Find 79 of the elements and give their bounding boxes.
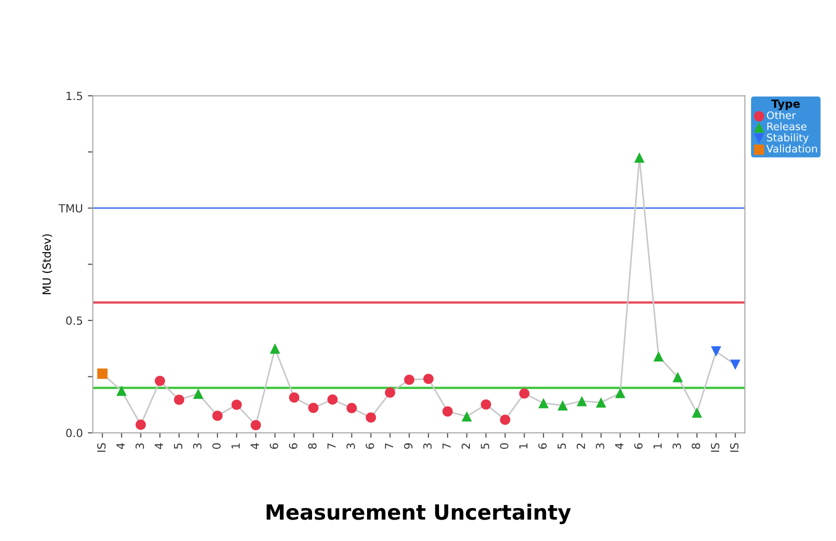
x-tick-label: 6 bbox=[634, 443, 643, 449]
x-tick-label: 6 bbox=[288, 443, 298, 449]
x-tick-label: 8 bbox=[308, 443, 317, 449]
point bbox=[634, 152, 645, 163]
x-tick-label: 5 bbox=[480, 443, 490, 449]
point bbox=[462, 411, 472, 422]
point bbox=[250, 420, 261, 430]
x-tick-label: 7 bbox=[385, 443, 394, 449]
x-tick-label: 4 bbox=[154, 443, 163, 450]
x-tick-label: 8 bbox=[692, 443, 700, 449]
point bbox=[366, 412, 376, 423]
x-tick-label: 9 bbox=[404, 443, 412, 449]
point bbox=[231, 400, 242, 410]
point bbox=[653, 351, 664, 362]
x-tick-label: 2 bbox=[462, 444, 470, 449]
x-tick-label: 7 bbox=[442, 443, 451, 449]
point bbox=[576, 396, 588, 406]
x-tick-label: 2 bbox=[576, 444, 585, 449]
x-tick-label: 3 bbox=[136, 443, 144, 449]
x-tick-label: 6 bbox=[538, 443, 547, 449]
point bbox=[193, 388, 204, 399]
point bbox=[710, 346, 722, 357]
x-tick-label: 3 bbox=[672, 443, 681, 449]
x-tick-label: 3 bbox=[596, 443, 604, 449]
x-tick-label: IS bbox=[97, 443, 106, 452]
point bbox=[289, 392, 300, 403]
legend-label: Release bbox=[767, 122, 806, 130]
x-tick-label: 4 bbox=[615, 443, 624, 450]
x-tick-label: IS bbox=[730, 443, 739, 452]
point bbox=[154, 376, 166, 386]
point bbox=[558, 400, 568, 411]
point bbox=[692, 407, 702, 418]
point bbox=[97, 368, 108, 379]
point bbox=[384, 387, 396, 398]
point bbox=[308, 402, 319, 414]
point bbox=[615, 388, 626, 398]
y-tick-label: TMU bbox=[58, 204, 82, 212]
point bbox=[596, 397, 606, 408]
point bbox=[116, 386, 127, 396]
x-tick-label: 5 bbox=[558, 443, 566, 449]
x-tick-label: 1 bbox=[232, 444, 240, 448]
legend-label: Validation bbox=[766, 144, 817, 153]
x-tick-label: IS bbox=[710, 443, 720, 452]
point bbox=[270, 343, 280, 354]
x-tick-label: 6 bbox=[366, 443, 374, 449]
x-tick-label: 0 bbox=[500, 443, 508, 449]
point bbox=[136, 420, 146, 430]
x-tick-label: 0 bbox=[212, 443, 221, 449]
point bbox=[730, 360, 740, 370]
point bbox=[442, 406, 453, 417]
x-tick-label: 3 bbox=[193, 443, 202, 449]
point bbox=[212, 410, 223, 421]
y-tick-label: 0.0 bbox=[66, 428, 82, 438]
point bbox=[519, 388, 530, 399]
x-tick-label: 4 bbox=[116, 443, 125, 450]
point bbox=[404, 374, 414, 385]
legend-label: Other bbox=[766, 111, 796, 120]
y-tick-label: 0.5 bbox=[66, 316, 82, 325]
point bbox=[480, 399, 492, 410]
y-tick-label: 1.5 bbox=[66, 92, 82, 100]
x-tick-label: 3 bbox=[423, 443, 432, 449]
legend-title: Type bbox=[771, 100, 800, 110]
x-tick-label: 7 bbox=[327, 443, 336, 449]
x-tick-label: 1 bbox=[654, 444, 662, 448]
x-tick-label: 1 bbox=[519, 444, 528, 448]
point bbox=[174, 394, 184, 405]
y-axis-title: MU (Stdev) bbox=[42, 234, 52, 294]
x-tick-label: 6 bbox=[270, 443, 278, 449]
point bbox=[500, 414, 510, 425]
point bbox=[672, 372, 683, 382]
point bbox=[327, 394, 338, 405]
legend-label: Stability bbox=[767, 133, 809, 144]
x-tick-label: 5 bbox=[174, 443, 182, 449]
point bbox=[346, 402, 357, 414]
text: Measurement Uncertainty bbox=[266, 504, 571, 524]
x-tick-label: 3 bbox=[346, 443, 355, 449]
x-tick-label: 4 bbox=[250, 443, 259, 450]
point bbox=[423, 374, 434, 384]
point bbox=[538, 398, 549, 408]
